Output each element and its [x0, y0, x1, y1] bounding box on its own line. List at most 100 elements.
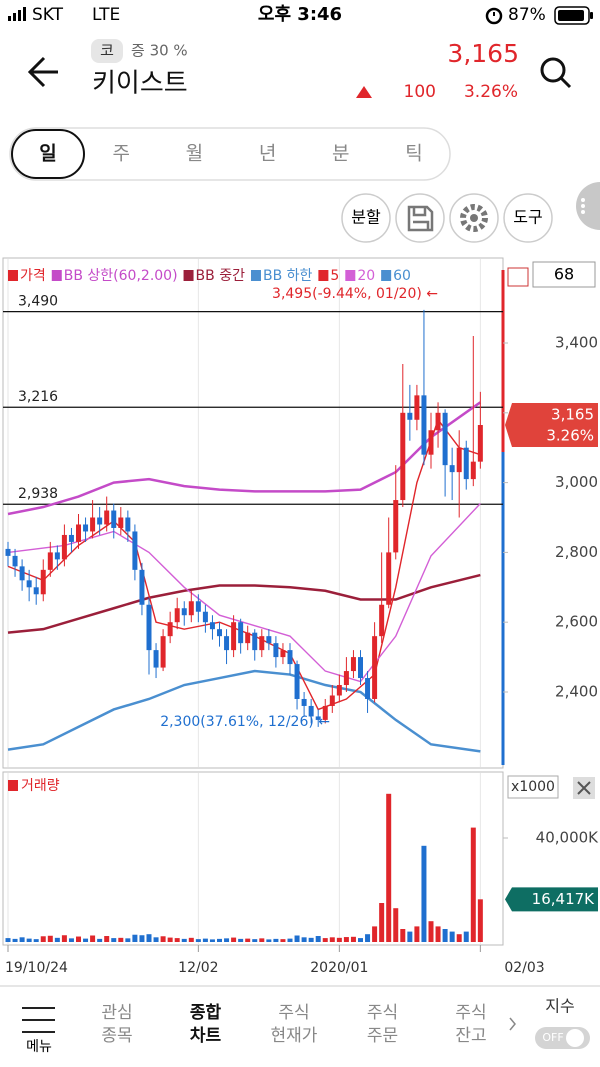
- candle-body: [153, 650, 159, 668]
- nav-item[interactable]: 주식: [455, 1003, 486, 1023]
- candle-body: [146, 604, 152, 651]
- volume-bar: [12, 938, 18, 942]
- legend-swatch: [8, 780, 18, 791]
- nav-item[interactable]: 관심: [101, 1003, 132, 1023]
- volume-bar: [343, 937, 349, 942]
- candle-body: [407, 412, 413, 420]
- y-tick-label: 2,800: [555, 543, 598, 561]
- candle-body: [33, 587, 39, 595]
- volume-bar: [40, 936, 46, 942]
- period-tab[interactable]: 월: [186, 143, 203, 165]
- y-tick-label: 2,400: [555, 683, 598, 701]
- selected-tab: [11, 129, 85, 179]
- count-box[interactable]: [532, 261, 596, 288]
- search-button[interactable]: [540, 57, 572, 89]
- volume-bar: [358, 938, 363, 942]
- last-volume-box: [505, 887, 598, 912]
- candle-body: [174, 608, 180, 623]
- volume-unit: x1000: [511, 779, 555, 795]
- y-tick-label: 3,000: [555, 473, 598, 491]
- candle-body: [238, 622, 244, 644]
- period-tab[interactable]: 분: [332, 143, 349, 165]
- volume-bar: [76, 936, 81, 942]
- volume-bar: [477, 899, 483, 942]
- save-button[interactable]: [395, 193, 445, 243]
- stock-name: 키이스트: [92, 69, 188, 99]
- nav-item[interactable]: 주문: [367, 1026, 398, 1046]
- split-label: 분할: [351, 208, 381, 227]
- candle-body: [456, 447, 462, 473]
- nav-item[interactable]: 현재가: [271, 1026, 318, 1046]
- volume-bar: [301, 937, 307, 942]
- nav-item[interactable]: 차트: [190, 1026, 222, 1046]
- y-tick-label: 40,000K: [536, 829, 599, 847]
- candle-body: [329, 695, 335, 706]
- volume-bar: [259, 938, 265, 942]
- nav-item[interactable]: 주식: [367, 1003, 398, 1023]
- candle-body: [379, 604, 385, 637]
- legend-swatch: [8, 270, 18, 281]
- candle-body: [181, 608, 187, 616]
- candle-body: [393, 500, 399, 553]
- indicator-line: [7, 669, 481, 753]
- candle-body: [273, 643, 279, 658]
- volume-bar: [54, 937, 60, 942]
- volume-bar: [61, 935, 67, 942]
- candle-body: [301, 698, 307, 706]
- candle-body: [61, 534, 67, 560]
- candle-body: [449, 465, 455, 473]
- gear-center: [470, 214, 478, 222]
- nav-item[interactable]: 잔고: [455, 1026, 486, 1046]
- tool-button[interactable]: [503, 193, 553, 243]
- legend-label: 가격: [20, 268, 46, 284]
- scroll-handle[interactable]: [507, 267, 529, 287]
- candle-body: [19, 566, 25, 581]
- back-button[interactable]: [27, 56, 58, 88]
- volume-bar: [266, 939, 272, 942]
- volume-bar: [111, 938, 117, 942]
- candle-body: [470, 461, 476, 480]
- volume-bar: [463, 931, 469, 942]
- volume-bar: [315, 936, 321, 942]
- candle-body: [266, 636, 272, 644]
- legend-label: BB 하한: [263, 268, 313, 284]
- volume-bar: [68, 938, 74, 942]
- side-menu-handle[interactable]: [576, 182, 600, 230]
- volume-bar: [365, 934, 371, 942]
- candle-body: [40, 569, 46, 595]
- candle-body: [280, 650, 286, 658]
- battery-icon: [554, 6, 593, 25]
- candle-body: [54, 552, 60, 560]
- menu-label: 메뉴: [26, 1039, 52, 1055]
- volume-bar: [209, 939, 215, 942]
- period-tab[interactable]: 일: [39, 143, 56, 165]
- unit-box: [507, 775, 559, 799]
- candle-body: [188, 601, 194, 616]
- current-price-label: 3,165: [551, 406, 594, 424]
- nav-item[interactable]: 주식: [278, 1003, 309, 1023]
- candle-body: [224, 636, 230, 651]
- menu-button[interactable]: [22, 1007, 55, 1033]
- volume-bar: [47, 935, 53, 942]
- period-tab[interactable]: 년: [259, 143, 276, 165]
- volume-bar: [118, 937, 124, 942]
- candle-body: [463, 447, 469, 480]
- nav-item[interactable]: 종합: [190, 1002, 222, 1023]
- volume-bar: [146, 934, 152, 942]
- volume-bar: [97, 938, 103, 942]
- nav-item[interactable]: 종목: [101, 1026, 132, 1046]
- toggle-knob: [566, 1029, 584, 1047]
- split-button[interactable]: [341, 193, 391, 243]
- legend-label: 60: [393, 268, 411, 284]
- volume-title: 거래량: [21, 778, 60, 794]
- volume-bar: [90, 935, 96, 942]
- nav-more[interactable]: [509, 1017, 516, 1031]
- period-tab[interactable]: 주: [112, 143, 129, 165]
- legend-swatch: [345, 270, 356, 281]
- period-tab[interactable]: 틱: [405, 143, 422, 165]
- volume-bar: [322, 938, 328, 942]
- candle-body: [343, 671, 349, 686]
- candle-body: [336, 685, 342, 696]
- volume-bar: [83, 938, 89, 942]
